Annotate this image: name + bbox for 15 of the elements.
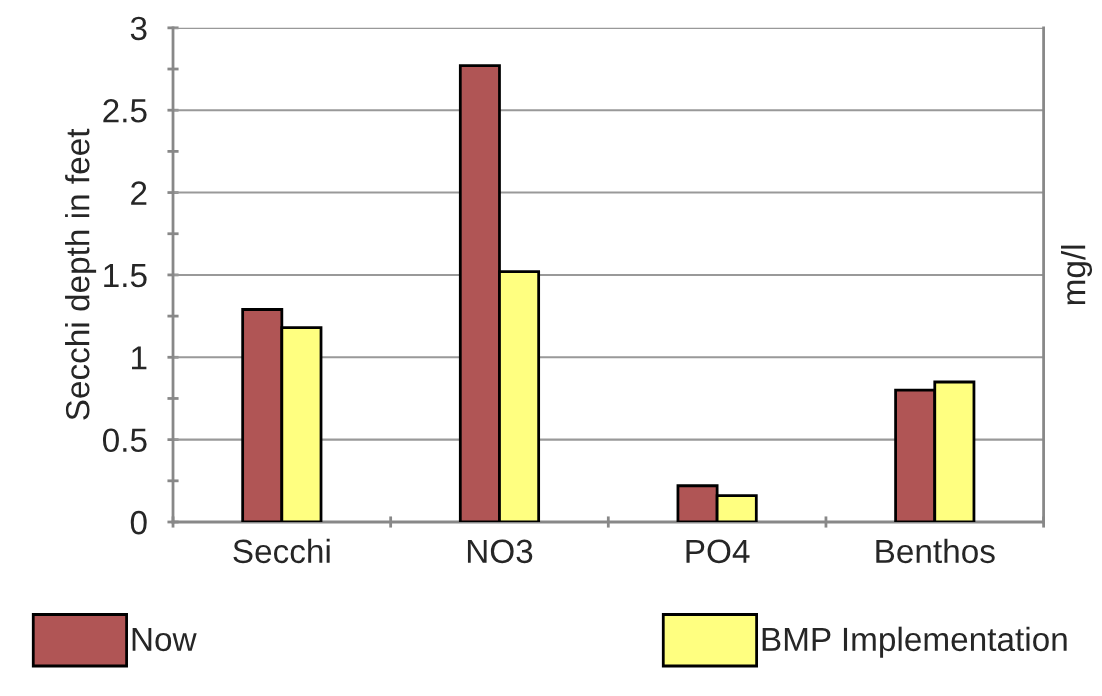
y-tick-label: 2.5 <box>103 99 147 123</box>
y-tick-label: 0.5 <box>102 428 147 453</box>
y2-axis-title: mg/l <box>1061 245 1093 305</box>
x-tick-label: PO4 <box>686 539 750 564</box>
y-tick-label: 1.5 <box>104 264 147 288</box>
y-tick-label: 1 <box>132 346 147 370</box>
x-tick-label: NO3 <box>467 539 533 564</box>
y-tick-label: 3 <box>130 16 147 41</box>
x-tick-label: Secchi <box>233 538 330 564</box>
legend-label: BMP Implementation <box>762 626 1067 658</box>
legend-label: Now <box>132 627 197 652</box>
x-tick-label: Benthos <box>876 538 995 564</box>
y-tick-label: 2 <box>131 181 147 205</box>
y-axis-title: Secchi depth in feet <box>65 128 97 420</box>
y-tick-label: 0 <box>130 510 147 535</box>
